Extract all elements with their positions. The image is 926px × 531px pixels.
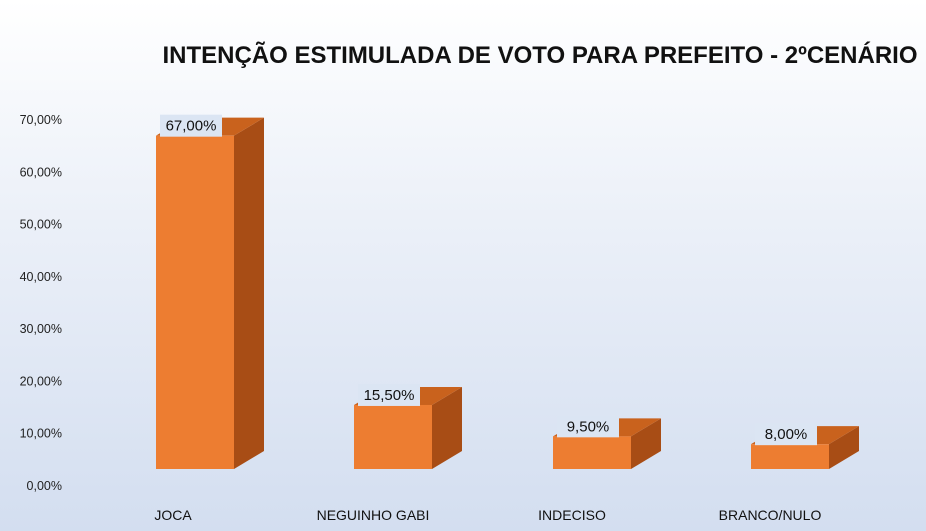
bar-front-face — [354, 404, 432, 469]
bar — [156, 117, 264, 469]
chart-title: INTENÇÃO ESTIMULADA DE VOTO PARA PREFEIT… — [162, 41, 917, 69]
data-label-text: 8,00% — [765, 426, 808, 443]
data-label-text: 9,50% — [567, 418, 610, 435]
data-label-text: 67,00% — [166, 118, 217, 135]
x-tick-label: INDECISO — [538, 507, 606, 523]
y-tick-label: 50,00% — [20, 218, 62, 232]
bar-side-face — [432, 386, 462, 469]
y-tick-label: 0,00% — [27, 479, 62, 493]
bar-side-face — [631, 418, 661, 469]
data-label-text: 15,50% — [364, 387, 415, 404]
data-label-box — [557, 415, 619, 438]
y-tick-label: 20,00% — [20, 374, 62, 388]
bar-front-face — [751, 444, 829, 469]
bar-side-face — [234, 117, 264, 469]
bar-front-face — [156, 135, 234, 469]
data-label: 15,50% — [358, 383, 420, 406]
y-tick-label: 10,00% — [20, 427, 62, 441]
y-tick-label: 60,00% — [20, 165, 62, 179]
data-label-box — [755, 423, 817, 446]
y-tick-label: 30,00% — [20, 322, 62, 336]
x-tick-label: NEGUINHO GABI — [317, 507, 430, 523]
bar-front-face — [553, 436, 631, 469]
data-label-box — [160, 114, 222, 137]
y-tick-label: 40,00% — [20, 270, 62, 284]
data-label: 67,00% — [160, 114, 222, 137]
x-tick-label: BRANCO/NULO — [719, 507, 822, 523]
x-tick-label: JOCA — [154, 507, 192, 523]
bars-group: 67,00% 15,50% 9,50% 8,00% — [156, 114, 859, 469]
y-tick-label: 70,00% — [20, 113, 62, 127]
data-label: 9,50% — [557, 415, 619, 438]
data-label: 8,00% — [755, 423, 817, 446]
bar-side-face — [829, 426, 859, 469]
x-axis: JOCA NEGUINHO GABI INDECISO BRANCO/NULO — [154, 507, 821, 523]
data-label-box — [358, 383, 420, 406]
y-axis: 0,00% 10,00% 20,00% 30,00% 40,00% 50,00% 60,00… — [20, 113, 62, 493]
